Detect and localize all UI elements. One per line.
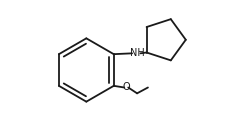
Text: O: O — [123, 82, 130, 93]
Text: NH: NH — [130, 48, 145, 58]
